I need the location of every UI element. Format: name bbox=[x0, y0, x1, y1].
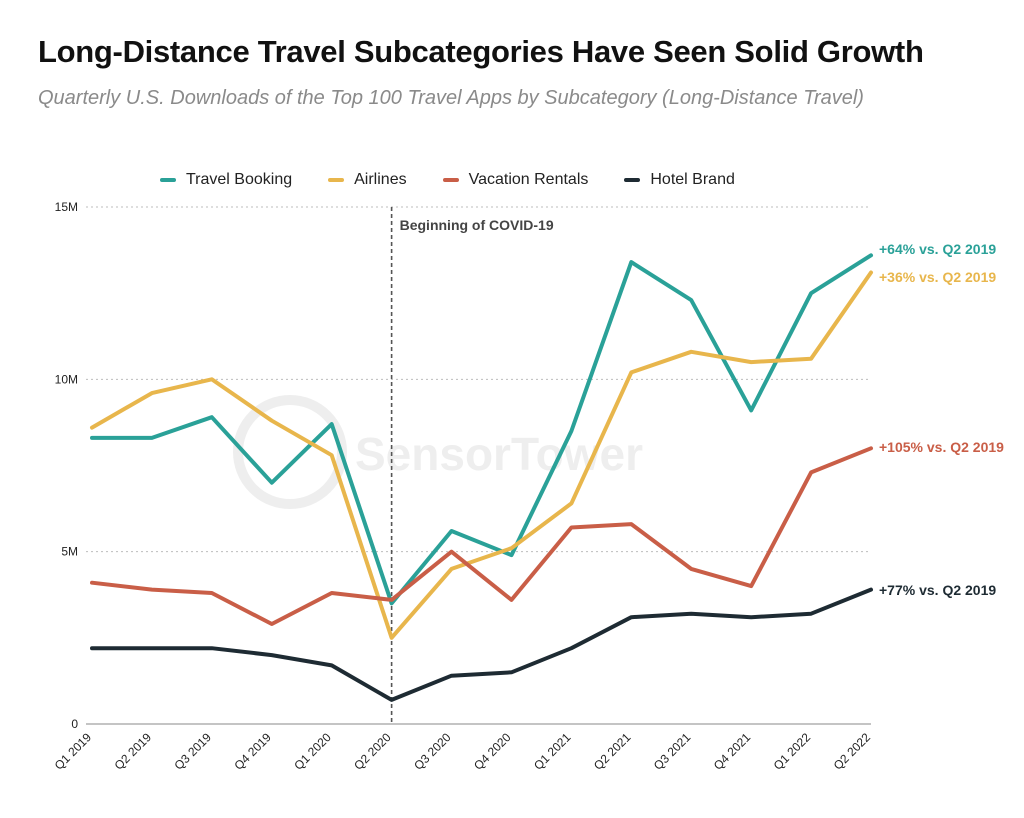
x-tick-label: Q1 2019 bbox=[52, 730, 95, 773]
x-tick-label: Q3 2020 bbox=[411, 730, 454, 773]
legend-item-airlines: Airlines bbox=[328, 171, 407, 189]
watermark-text: SensorTower bbox=[355, 428, 643, 480]
y-tick-label: 10M bbox=[55, 372, 78, 386]
series-line-travel-booking bbox=[90, 253, 873, 606]
x-tick-label: Q3 2019 bbox=[172, 730, 215, 773]
legend-swatch bbox=[328, 178, 345, 182]
x-tick-label: Q4 2021 bbox=[711, 730, 754, 773]
y-tick-label: 15M bbox=[55, 200, 78, 214]
legend-item-vacation-rentals: Vacation Rentals bbox=[442, 171, 589, 189]
y-tick-label: 5M bbox=[61, 545, 78, 559]
x-tick-label: Q4 2019 bbox=[231, 730, 274, 773]
legend-label: Hotel Brand bbox=[650, 171, 735, 188]
x-tick-label: Q1 2021 bbox=[531, 730, 574, 773]
legend-swatch bbox=[624, 178, 641, 182]
legend-swatch bbox=[442, 178, 459, 182]
legend-label: Vacation Rentals bbox=[468, 171, 589, 188]
x-tick-label: Q1 2022 bbox=[771, 730, 814, 773]
legend: Travel Booking Airlines Vacation Rentals… bbox=[160, 171, 735, 189]
series-line-hotel-brand bbox=[90, 587, 873, 702]
series-line-airlines bbox=[90, 270, 873, 640]
end-label: +64% vs. Q2 2019 bbox=[879, 241, 996, 257]
chart-title: Long-Distance Travel Subcategories Have … bbox=[38, 34, 924, 69]
legend-item-travel-booking: Travel Booking bbox=[160, 171, 292, 189]
legend-item-hotel-brand: Hotel Brand bbox=[624, 171, 735, 189]
series-line-vacation-rentals bbox=[90, 446, 873, 626]
end-label: +77% vs. Q2 2019 bbox=[879, 582, 996, 598]
legend-swatch bbox=[160, 178, 176, 182]
legend-label: Travel Booking bbox=[186, 171, 293, 188]
y-tick-label: 0 bbox=[71, 717, 78, 731]
end-label: +36% vs. Q2 2019 bbox=[879, 269, 996, 285]
x-tick-label: Q4 2020 bbox=[471, 730, 514, 773]
x-tick-label: Q2 2021 bbox=[591, 730, 634, 773]
x-tick-label: Q2 2020 bbox=[351, 730, 394, 773]
end-label: +105% vs. Q2 2019 bbox=[879, 439, 1004, 455]
x-tick-label: Q1 2020 bbox=[291, 730, 334, 773]
x-tick-label: Q3 2021 bbox=[651, 730, 694, 773]
x-tick-label: Q2 2019 bbox=[112, 730, 155, 773]
covid-annotation: Beginning of COVID-19 bbox=[400, 217, 554, 233]
x-tick-label: Q2 2022 bbox=[831, 730, 874, 773]
chart-subtitle: Quarterly U.S. Downloads of the Top 100 … bbox=[38, 87, 864, 109]
legend-label: Airlines bbox=[354, 171, 407, 188]
